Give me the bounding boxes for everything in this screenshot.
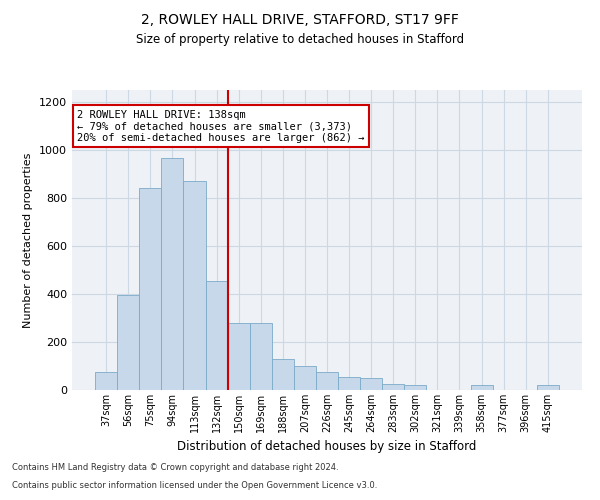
Bar — [294, 366, 316, 390]
Text: Contains public sector information licensed under the Open Government Licence v3: Contains public sector information licen… — [12, 481, 377, 490]
Bar — [404, 385, 427, 390]
Bar — [360, 378, 382, 390]
Bar — [161, 158, 184, 390]
Bar — [272, 359, 294, 390]
Bar — [95, 372, 117, 390]
Bar — [184, 181, 206, 390]
Bar — [206, 281, 227, 390]
Bar — [338, 377, 360, 390]
X-axis label: Distribution of detached houses by size in Stafford: Distribution of detached houses by size … — [178, 440, 476, 454]
Bar — [470, 385, 493, 390]
Text: 2, ROWLEY HALL DRIVE, STAFFORD, ST17 9FF: 2, ROWLEY HALL DRIVE, STAFFORD, ST17 9FF — [141, 12, 459, 26]
Y-axis label: Number of detached properties: Number of detached properties — [23, 152, 34, 328]
Bar — [316, 372, 338, 390]
Bar — [227, 323, 250, 390]
Text: Contains HM Land Registry data © Crown copyright and database right 2024.: Contains HM Land Registry data © Crown c… — [12, 464, 338, 472]
Bar — [537, 385, 559, 390]
Bar — [117, 295, 139, 390]
Bar — [139, 188, 161, 390]
Text: 2 ROWLEY HALL DRIVE: 138sqm
← 79% of detached houses are smaller (3,373)
20% of : 2 ROWLEY HALL DRIVE: 138sqm ← 79% of det… — [77, 110, 365, 142]
Bar — [250, 323, 272, 390]
Text: Size of property relative to detached houses in Stafford: Size of property relative to detached ho… — [136, 32, 464, 46]
Bar — [382, 384, 404, 390]
